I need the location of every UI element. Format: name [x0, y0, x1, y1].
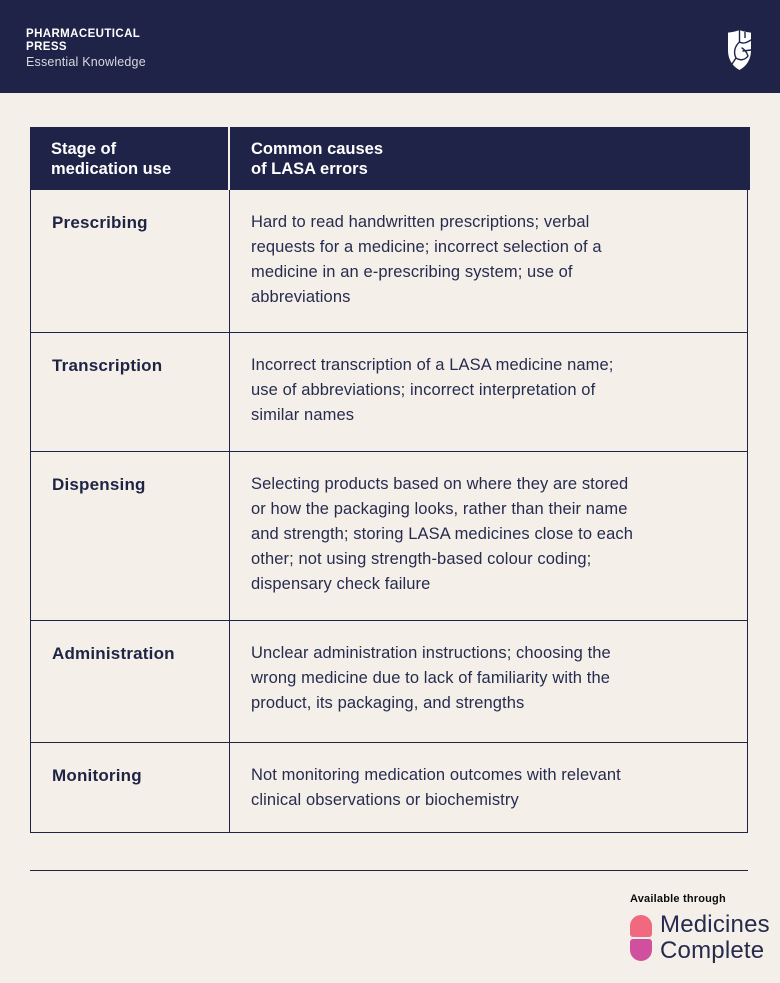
capsule-pill-icon [630, 915, 652, 961]
stage-label: Monitoring [31, 743, 230, 832]
table-row: Dispensing Selecting products based on w… [31, 451, 747, 620]
brand-header-bar: PHARMACEUTICAL PRESS Essential Knowledge [0, 0, 780, 93]
brand-name-line1: PHARMACEUTICAL [26, 28, 141, 40]
brand-name-line2: PRESS [26, 40, 67, 53]
stage-label: Transcription [31, 333, 230, 451]
footer-divider [30, 870, 748, 871]
medicines-complete-wordmark: Medicines Complete [660, 911, 770, 964]
table-header-row: Stage of medication use Common causes of… [30, 127, 750, 190]
lasa-errors-table: Stage of medication use Common causes of… [30, 127, 750, 833]
table-header-causes: Common causes of LASA errors [251, 139, 384, 178]
causes-text: Unclear administration instructions; cho… [251, 644, 611, 712]
causes-text: Not monitoring medication outcomes with … [251, 766, 621, 809]
stage-label: Dispensing [31, 452, 230, 620]
table-header-stage: Stage of medication use [30, 127, 230, 190]
medicines-complete-logo: Available through Medicines Complete [630, 893, 770, 964]
stage-label: Prescribing [31, 190, 230, 332]
stage-label: Administration [31, 621, 230, 742]
causes-text: Hard to read handwritten prescriptions; … [251, 213, 602, 306]
brand-logo: PHARMACEUTICAL PRESS Essential Knowledge [26, 28, 146, 70]
causes-text: Selecting products based on where they a… [251, 475, 633, 593]
table-row: Transcription Incorrect transcription of… [31, 332, 747, 451]
available-through-label: Available through [630, 893, 726, 905]
table-row: Monitoring Not monitoring medication out… [31, 742, 747, 832]
causes-text: Incorrect transcription of a LASA medici… [251, 356, 614, 424]
brand-tagline: Essential Knowledge [26, 55, 146, 69]
shield-icon [726, 28, 753, 72]
table-row: Prescribing Hard to read handwritten pre… [31, 189, 747, 332]
table-row: Administration Unclear administration in… [31, 620, 747, 742]
